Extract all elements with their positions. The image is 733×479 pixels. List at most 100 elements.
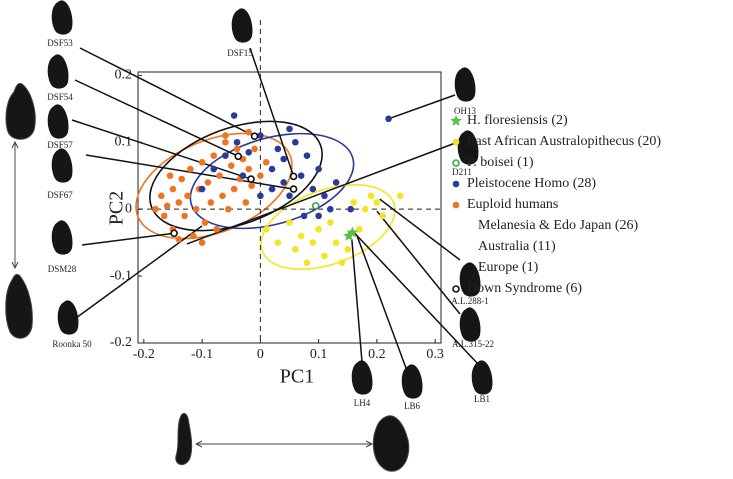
annotation-label: A.L.288-1: [451, 296, 489, 306]
point: [346, 226, 359, 238]
point: [234, 152, 243, 161]
annotation-label: D211: [452, 167, 472, 177]
point: [274, 239, 282, 246]
annotation-label: DSF53: [47, 38, 73, 48]
silhouette: [401, 364, 423, 399]
leader-line: [249, 47, 295, 177]
point: [227, 162, 235, 169]
point: [216, 172, 223, 180]
point: [222, 138, 229, 146]
point: [262, 225, 270, 233]
annotation-label: DSF57: [47, 140, 73, 150]
point: [210, 165, 218, 173]
point: [201, 219, 209, 226]
silhouette: [5, 273, 33, 339]
legend-label: P. boisei (1): [467, 155, 534, 170]
point: [347, 205, 354, 213]
leader-line: [79, 47, 255, 137]
point: [311, 202, 320, 210]
point: [187, 165, 194, 173]
point: [175, 199, 183, 206]
legend-marker: [452, 201, 460, 209]
point: [280, 179, 287, 186]
point: [280, 155, 287, 163]
point: [350, 199, 357, 206]
point: [242, 199, 250, 206]
silhouette: [51, 0, 73, 35]
arrow-heads: [194, 440, 374, 448]
y-axis-label: PC2: [106, 191, 128, 225]
silhouette: [51, 220, 73, 255]
point: [245, 128, 253, 136]
legend-label: Euploid humans: [467, 197, 558, 212]
point: [158, 192, 165, 200]
point: [257, 192, 264, 200]
silhouette: [175, 413, 193, 465]
legend-label: East African Australopithecus (20): [467, 134, 661, 149]
down-syndrome-ellipse: [149, 120, 323, 232]
annotation-label: Roonka 50: [52, 339, 92, 349]
leader-line: [71, 119, 252, 180]
point: [379, 212, 387, 220]
point: [344, 246, 352, 253]
point: [184, 192, 191, 200]
legend-sublabel: Europe (1): [478, 260, 539, 275]
leader-line: [351, 239, 363, 363]
point: [245, 165, 253, 173]
point: [315, 165, 322, 173]
x-axis-label: PC1: [280, 366, 314, 388]
point: [343, 229, 355, 241]
point: [257, 132, 264, 139]
point: [303, 152, 311, 159]
point: [222, 152, 229, 159]
point: [321, 192, 328, 200]
silhouette: [351, 360, 373, 395]
point: [338, 259, 346, 267]
silhouette: [57, 300, 79, 335]
point: [163, 202, 171, 210]
point: [169, 185, 177, 193]
annotation-label: OH13: [454, 106, 476, 116]
point: [233, 145, 241, 153]
point: [198, 239, 206, 246]
silhouette: [5, 83, 36, 140]
legend-sublabel: Melanesia & Edo Japan (26): [478, 218, 639, 233]
point: [230, 112, 238, 119]
point: [321, 252, 328, 260]
silhouette: [459, 262, 481, 297]
silhouette: [51, 148, 73, 183]
x-tick-label: 0.2: [368, 347, 386, 362]
point: [204, 179, 212, 186]
point: [230, 185, 238, 193]
point: [367, 192, 375, 200]
point: [385, 115, 392, 123]
point: [332, 179, 340, 186]
point: [192, 205, 200, 213]
point: [225, 205, 232, 213]
point: [175, 235, 183, 243]
point: [213, 225, 220, 233]
point: [315, 225, 322, 233]
annotation-label: DSM28: [48, 264, 77, 274]
point: [300, 212, 308, 220]
x-tick-label: -0.2: [133, 347, 155, 362]
leader-line: [379, 198, 461, 261]
point: [326, 205, 334, 213]
point: [198, 159, 206, 166]
point: [289, 185, 298, 193]
legend-marker: [452, 138, 460, 146]
legend-marker: [452, 159, 460, 167]
point: [198, 185, 206, 193]
leader-line: [81, 232, 175, 246]
euploid-ellipse: [135, 132, 293, 240]
leader-line: [388, 94, 456, 120]
point: [309, 185, 317, 193]
point: [245, 148, 253, 156]
silhouette: [231, 8, 253, 43]
confidence-ellipses: [135, 120, 396, 271]
point: [247, 175, 255, 183]
legend-label: Down Syndrome (6): [467, 281, 582, 296]
x-tick-label: 0: [257, 347, 264, 362]
annotation-label: LH4: [354, 398, 371, 408]
arrow-heads: [11, 140, 19, 270]
